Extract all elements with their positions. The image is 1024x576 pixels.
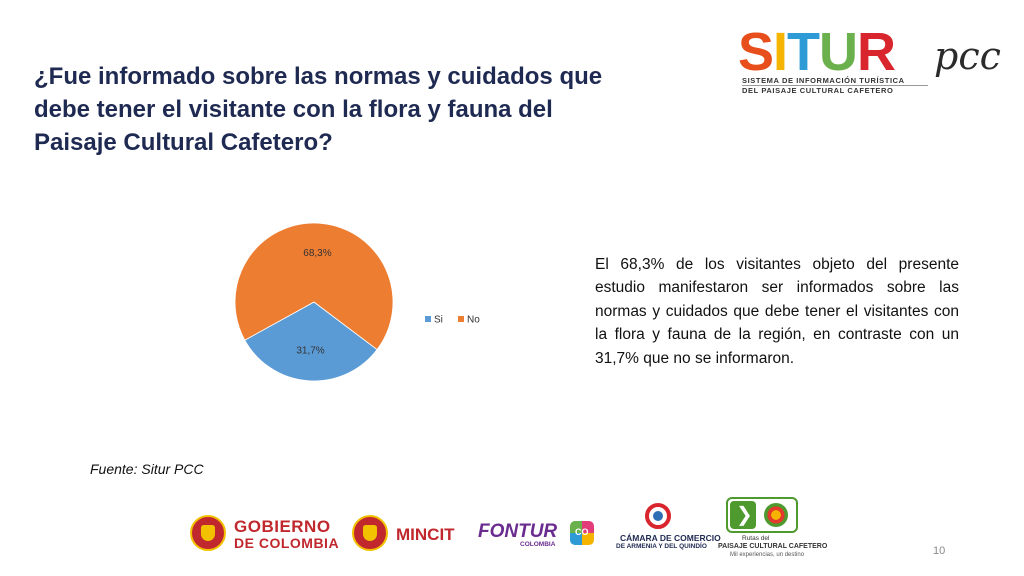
- legend-label-si: Si: [434, 315, 443, 326]
- situr-letter-s: S: [738, 22, 774, 82]
- legend-swatch-si: [425, 316, 431, 322]
- situr-subtitle-line2: DEL PAISAJE CULTURAL CAFETERO: [742, 86, 894, 95]
- situr-pcc-suffix: pcc: [934, 34, 1001, 78]
- footer-logos: GOBIERNO DE COLOMBIA MINCIT FONTUR COLOM…: [190, 495, 830, 565]
- gobierno-logo-line2: DE COLOMBIA: [234, 535, 340, 551]
- co-brand-text: CO: [575, 527, 589, 537]
- situr-divider: [742, 85, 928, 86]
- situr-letter-r: R: [857, 22, 896, 82]
- slide-title: ¿Fue informado sobre las normas y cuidad…: [34, 60, 674, 159]
- camara-logo-line1: CÁMARA DE COMERCIO: [620, 533, 721, 543]
- legend-label-no: No: [467, 315, 480, 326]
- pie-chart-container: 31,7% 68,3% Si No: [220, 222, 540, 402]
- data-label-si: 31,7%: [296, 345, 324, 356]
- situr-pcc-logo: SITUR pcc SISTEMA DE INFORMACIÓN TURÍSTI…: [738, 22, 1008, 102]
- pie-slice-si: [244, 301, 378, 382]
- fontur-logo-text: FONTUR: [478, 521, 558, 542]
- rutas-logo-line1: Rutas del: [742, 535, 770, 542]
- mincit-seal-icon: [352, 515, 388, 551]
- pie-slice-no: [234, 222, 394, 351]
- colombia-seal-icon: [190, 515, 226, 551]
- legend-swatch-no: [458, 316, 464, 322]
- gobierno-logo-line1: GOBIERNO: [234, 517, 331, 536]
- rutas-logo-line3: Mil experiencias, un destino: [730, 552, 805, 558]
- data-label-no: 68,3%: [303, 248, 331, 259]
- situr-wordmark: SITUR: [738, 22, 896, 82]
- situr-subtitle-line1: SISTEMA DE INFORMACIÓN TURÍSTICA: [742, 76, 905, 85]
- title-line-2: debe tener el visitante con la flora y f…: [34, 96, 553, 123]
- source-note: Fuente: Situr PCC: [90, 461, 204, 477]
- pie-chart: 31,7% 68,3% Si No: [234, 222, 480, 382]
- situr-letter-u: U: [819, 22, 858, 82]
- rutas-arrow-icon: [730, 501, 756, 529]
- camara-logo-line2: DE ARMENIA Y DEL QUINDÍO: [616, 543, 707, 550]
- rutas-logo-line2: PAISAJE CULTURAL CAFETERO: [718, 543, 828, 550]
- co-brand-icon: [570, 521, 594, 545]
- chart-description: El 68,3% de los visitantes objeto del pr…: [595, 256, 959, 367]
- situr-letter-t: T: [787, 22, 820, 82]
- title-line-1: ¿Fue informado sobre las normas y cuidad…: [34, 63, 603, 90]
- flower-icon: [764, 503, 788, 527]
- situr-letter-i: I: [773, 22, 788, 82]
- fontur-logo-sub: COLOMBIA: [520, 541, 556, 548]
- camara-comercio-icon: [645, 503, 671, 529]
- chevron-right-icon: ❯: [736, 502, 753, 526]
- page-number: 10: [933, 545, 946, 557]
- mincit-logo-text: MINCIT: [396, 525, 455, 544]
- title-line-3: Paisaje Cultural Cafetero?: [34, 129, 333, 156]
